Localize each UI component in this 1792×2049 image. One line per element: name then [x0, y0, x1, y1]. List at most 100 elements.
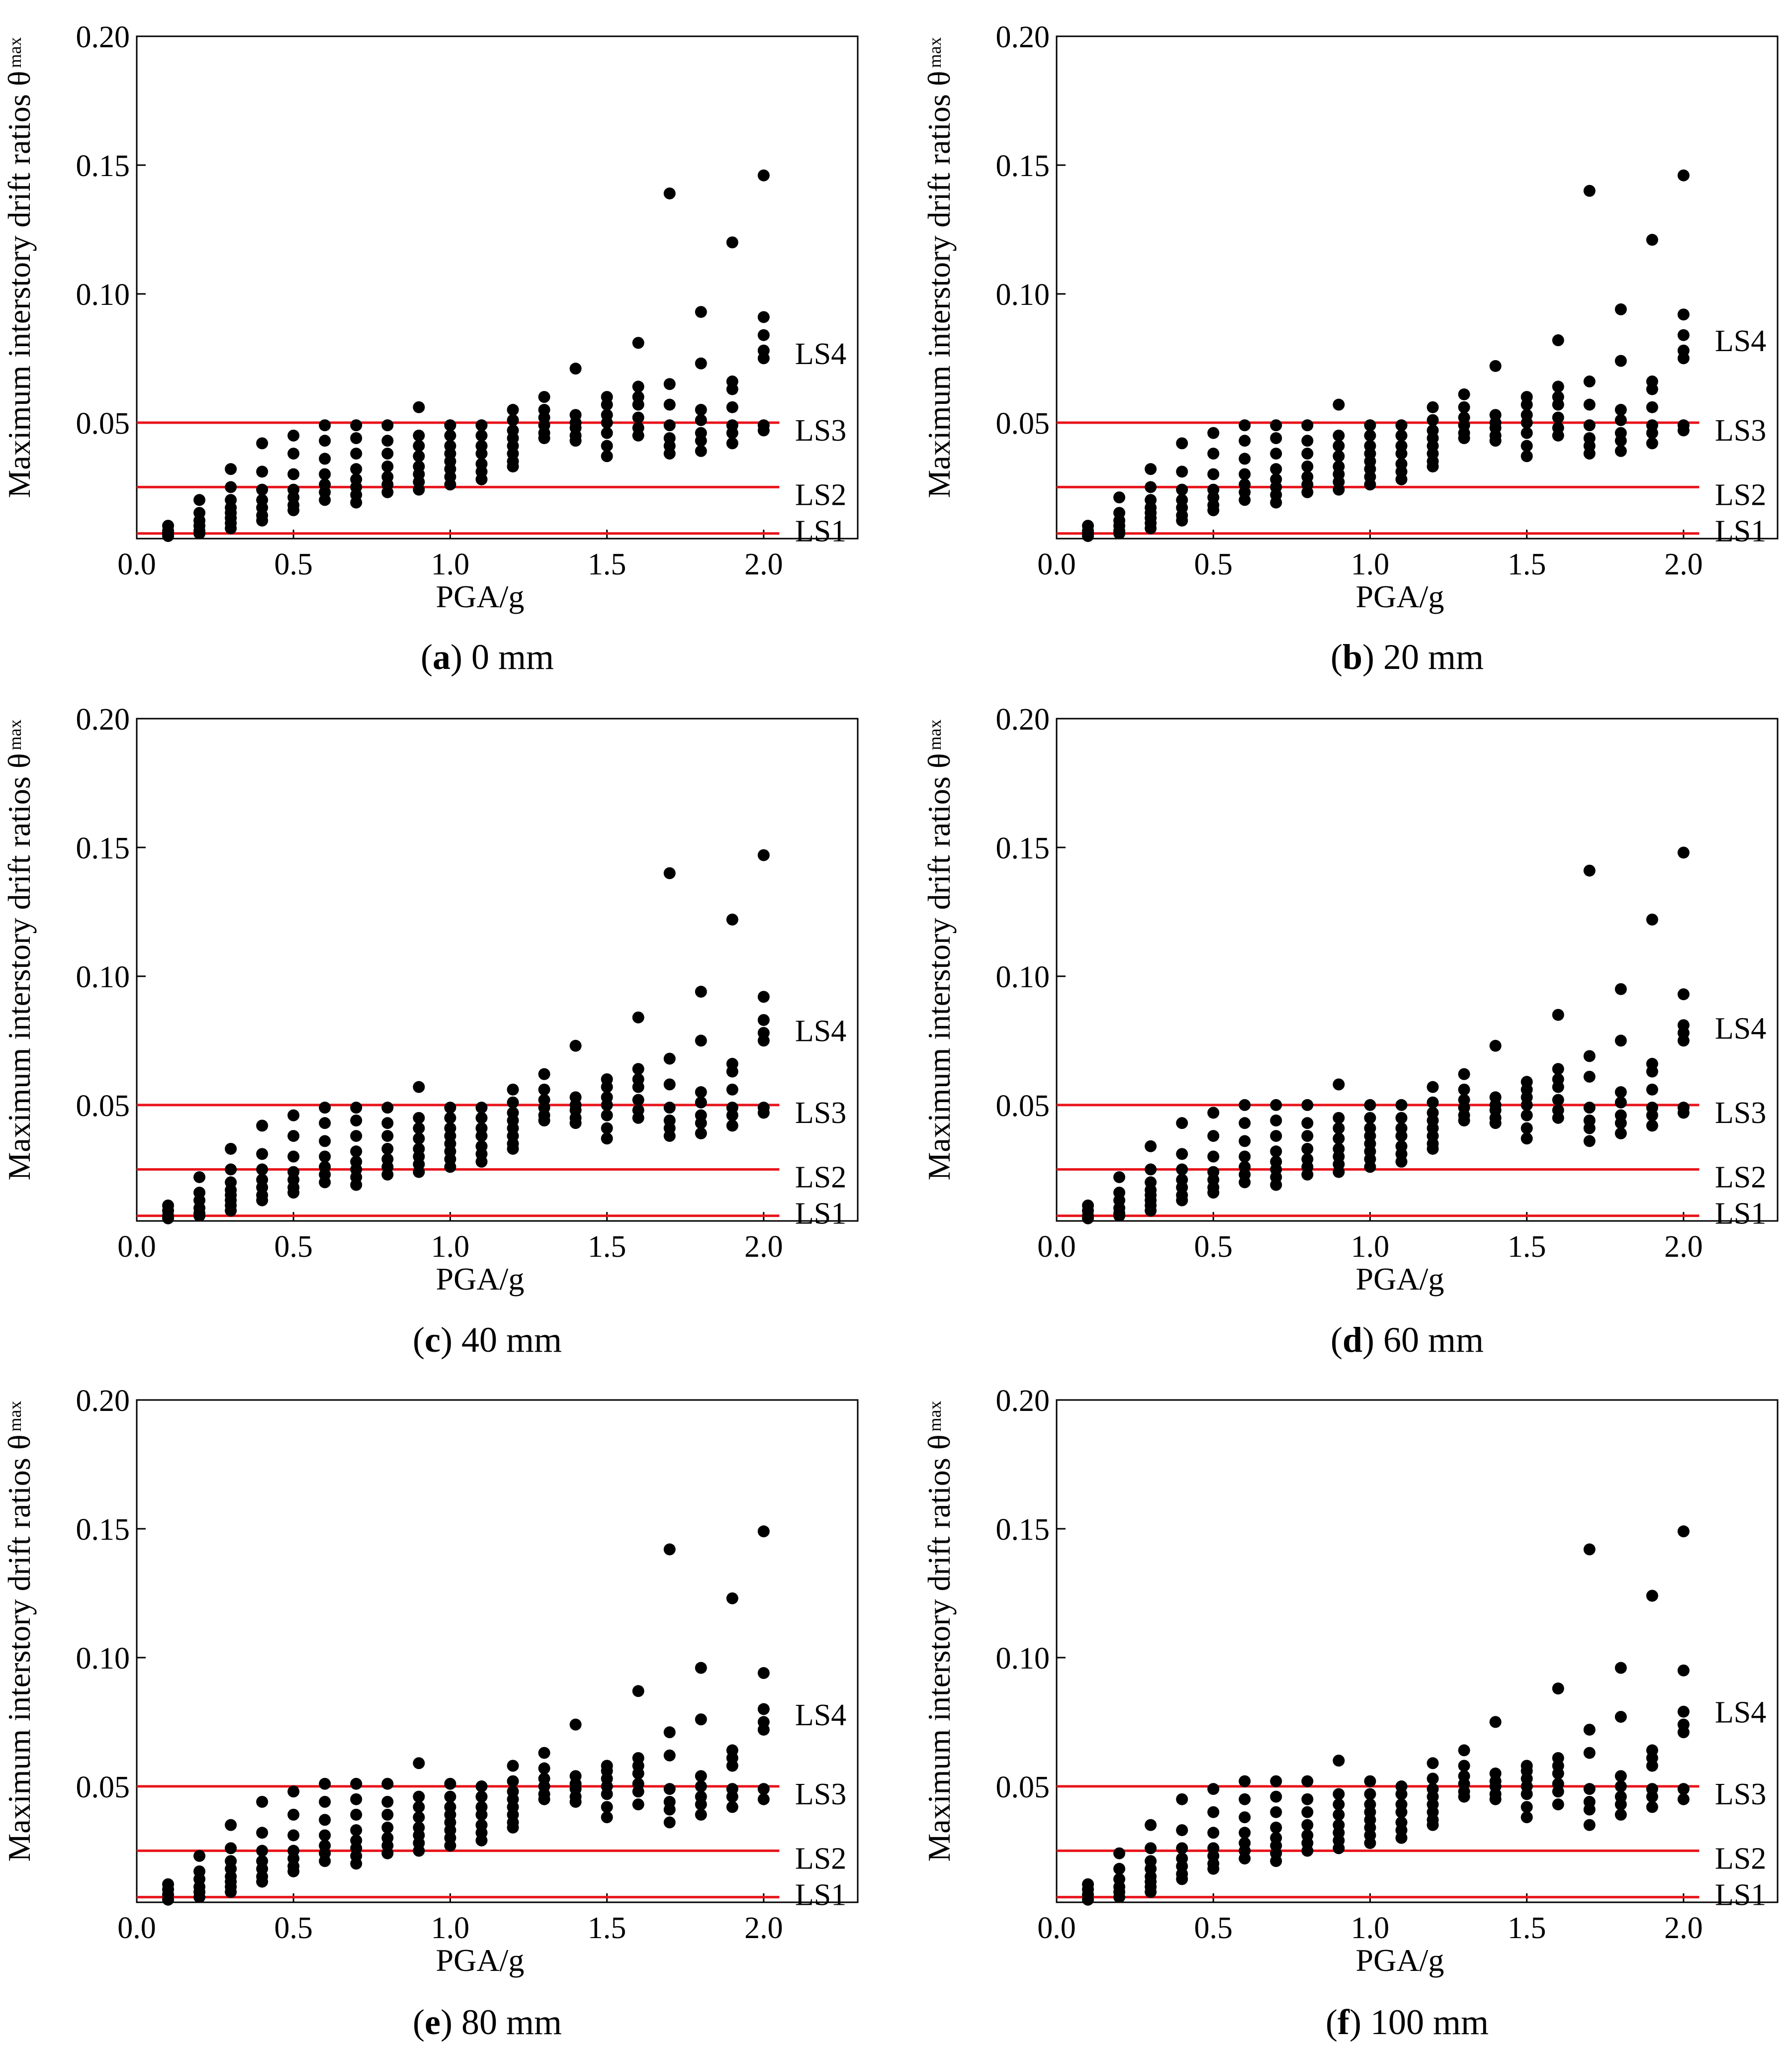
data-point — [1176, 483, 1188, 496]
x-tick-label: 0.0 — [1037, 1911, 1076, 1945]
data-point — [1333, 1132, 1345, 1145]
y-tick-label: 0.10 — [996, 1642, 1050, 1676]
data-point — [663, 1130, 676, 1142]
data-point — [1270, 463, 1282, 475]
data-point — [1677, 1705, 1690, 1718]
plot-frame — [1056, 1399, 1779, 1903]
data-point — [663, 398, 676, 411]
data-point — [1207, 1783, 1220, 1795]
data-point — [1239, 1852, 1251, 1864]
data-point — [1552, 1094, 1564, 1106]
data-point — [475, 448, 488, 460]
data-point — [475, 1130, 488, 1142]
data-point — [507, 1083, 519, 1096]
data-point — [1176, 1194, 1188, 1207]
data-point — [287, 1808, 300, 1821]
x-tick-label: 1.5 — [588, 548, 627, 581]
data-point — [256, 514, 269, 527]
data-point — [1333, 1755, 1345, 1767]
data-point — [507, 460, 519, 472]
data-point — [663, 187, 676, 199]
data-point — [444, 1790, 456, 1803]
data-point — [695, 445, 707, 457]
data-point — [1333, 483, 1345, 496]
data-point — [1427, 401, 1439, 413]
data-point — [695, 435, 707, 447]
x-axis-label: PGA/g — [1356, 1943, 1444, 1978]
caption-text: 100 mm — [1370, 2002, 1489, 2042]
limit-label-ls4: LS4 — [795, 337, 846, 371]
data-point — [1521, 1801, 1533, 1813]
data-point — [663, 1726, 676, 1739]
caption-text: 60 mm — [1383, 1320, 1484, 1360]
data-point — [287, 1829, 300, 1842]
data-point — [1176, 437, 1188, 450]
y-tick-label: 0.20 — [996, 20, 1050, 54]
data-point — [1207, 1863, 1220, 1875]
data-point — [1176, 514, 1188, 527]
caption-paren-open: ( — [1331, 637, 1343, 677]
caption-text: 40 mm — [461, 1320, 562, 1360]
limit-label-ls4: LS4 — [1715, 324, 1766, 358]
data-point — [601, 1122, 613, 1134]
data-point — [1395, 1112, 1408, 1124]
data-point — [1333, 1842, 1345, 1855]
data-point — [1239, 1099, 1251, 1111]
y-tick-label: 0.15 — [76, 1513, 130, 1547]
data-point — [1646, 1065, 1658, 1078]
data-point — [287, 429, 300, 442]
data-point — [601, 450, 613, 463]
plot-frame — [1056, 718, 1779, 1222]
data-point — [1270, 1775, 1282, 1787]
data-point — [695, 986, 707, 998]
data-point — [1270, 1179, 1282, 1191]
data-point — [413, 429, 425, 442]
data-point — [1113, 1863, 1126, 1875]
data-point — [1395, 448, 1408, 460]
panel-caption: (d) 60 mm — [1331, 1320, 1484, 1360]
data-point — [1614, 404, 1627, 416]
data-point — [225, 522, 237, 535]
data-point — [350, 1808, 362, 1821]
data-point — [507, 404, 519, 416]
data-point — [1521, 427, 1533, 439]
data-point — [538, 1747, 550, 1759]
data-point — [1239, 419, 1251, 432]
data-point — [1552, 1063, 1564, 1075]
data-point — [1145, 1842, 1157, 1855]
data-point — [1427, 1142, 1439, 1155]
data-point — [1364, 1099, 1376, 1111]
data-point — [350, 1793, 362, 1805]
data-point — [1614, 1127, 1627, 1139]
data-point — [663, 1783, 676, 1795]
caption-paren-open: ( — [413, 2002, 425, 2042]
x-axis-label: PGA/g — [1356, 1261, 1444, 1297]
data-point — [632, 398, 644, 411]
limit-label-ls3: LS3 — [1715, 1096, 1766, 1130]
data-point — [1677, 1525, 1690, 1538]
data-point — [193, 494, 206, 506]
data-point — [1583, 1747, 1596, 1759]
panel-caption: (a) 0 mm — [421, 637, 554, 677]
data-point — [350, 463, 362, 475]
data-point — [1207, 1827, 1220, 1839]
data-point — [1301, 1142, 1314, 1155]
data-point — [1583, 864, 1596, 877]
y-tick-label: 0.15 — [76, 149, 130, 183]
data-point — [1082, 1893, 1094, 1906]
data-point — [1646, 1119, 1658, 1132]
data-point — [256, 1796, 269, 1808]
data-point — [695, 1713, 707, 1726]
caption-paren-close: ) — [1362, 637, 1383, 677]
caption-letter: c — [425, 1320, 441, 1360]
data-point — [1646, 1801, 1658, 1813]
data-point — [1583, 1819, 1596, 1831]
data-point — [1458, 401, 1470, 413]
data-point — [1270, 496, 1282, 509]
data-point — [1583, 1050, 1596, 1062]
data-point — [256, 1119, 269, 1132]
data-point — [319, 494, 331, 506]
caption-letter: b — [1343, 637, 1362, 677]
data-point — [413, 1811, 425, 1824]
